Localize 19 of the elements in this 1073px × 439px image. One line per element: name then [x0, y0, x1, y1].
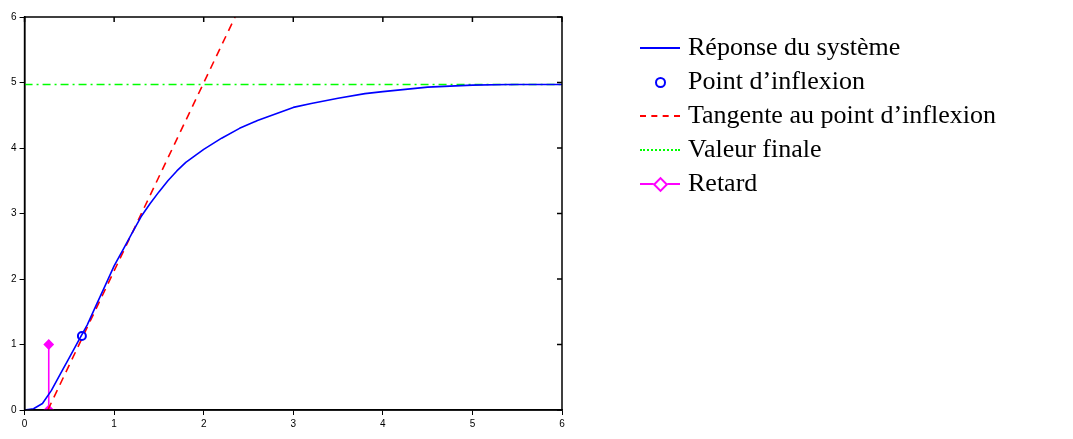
x-tick-label: 5 — [469, 417, 476, 429]
y-tick-label: 4 — [11, 141, 17, 153]
x-tick-label: 6 — [559, 417, 566, 429]
y-tick-label: 2 — [11, 272, 17, 284]
y-tick-label: 3 — [11, 207, 17, 219]
legend-label: Retard — [688, 167, 758, 199]
legend-label: Réponse du système — [688, 31, 901, 63]
x-tick-label: 2 — [200, 417, 207, 429]
x-tick-label: 4 — [380, 417, 387, 429]
y-tick-label: 6 — [11, 10, 17, 22]
x-tick-label: 3 — [290, 417, 297, 429]
legend-label: Valeur finale — [688, 133, 822, 165]
legend-label: Point d’inflexion — [688, 65, 865, 97]
y-tick-label: 5 — [11, 76, 17, 88]
legend-label: Tangente au point d’inflexion — [688, 99, 996, 131]
x-tick-label: 0 — [21, 417, 28, 429]
y-tick-label: 1 — [11, 338, 17, 350]
y-tick-label: 0 — [11, 403, 17, 415]
x-tick-label: 1 — [111, 417, 118, 429]
